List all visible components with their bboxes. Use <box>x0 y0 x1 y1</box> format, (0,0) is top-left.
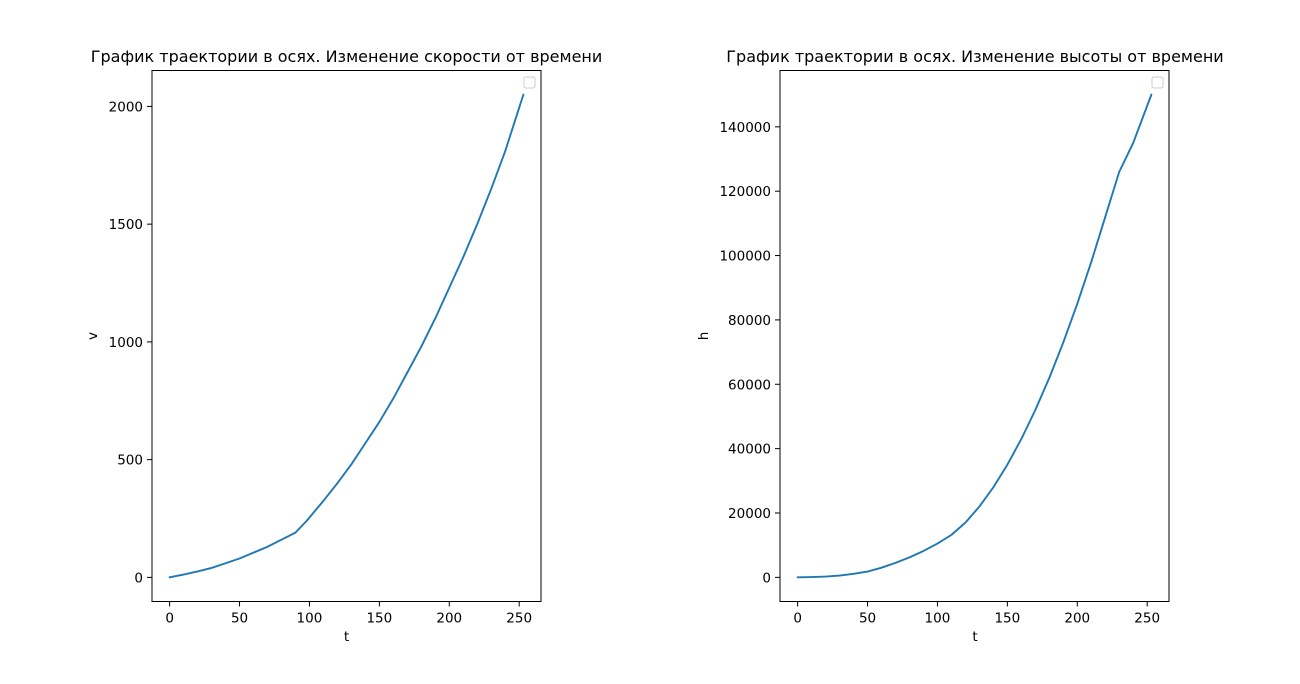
velocity-x-tick-label: 50 <box>231 611 248 627</box>
height-chart-title: График траектории в осях. Изменение высо… <box>726 47 1223 66</box>
velocity-y-tick-label: 1500 <box>109 217 143 233</box>
velocity-x-tick-label: 200 <box>436 611 462 627</box>
height-y-tick-label: 40000 <box>728 442 771 458</box>
height-x-tick-label: 150 <box>994 611 1020 627</box>
velocity-chart-title: График траектории в осях. Изменение скор… <box>91 47 603 66</box>
height-y-tick-label: 80000 <box>728 313 771 329</box>
velocity-ticks: 0 50 100 150 200 250 0 500 1000 1500 2000 <box>109 99 532 626</box>
height-x-tick-label: 50 <box>859 611 876 627</box>
velocity-y-tick-label: 0 <box>134 570 143 586</box>
velocity-x-tick-label: 250 <box>506 611 532 627</box>
height-y-axis-label: h <box>696 332 712 341</box>
height-x-tick-label: 100 <box>925 611 951 627</box>
velocity-chart: График траектории в осях. Изменение скор… <box>85 47 602 645</box>
height-x-tick-label: 250 <box>1134 611 1160 627</box>
velocity-x-tick-label: 0 <box>165 611 174 627</box>
height-chart: График траектории в осях. Изменение высо… <box>696 47 1224 645</box>
velocity-series-line <box>168 93 525 579</box>
height-axes-frame <box>779 70 1170 602</box>
height-y-tick-label: 140000 <box>719 120 771 136</box>
height-plot-area <box>796 93 1153 579</box>
velocity-y-tick-label: 2000 <box>109 99 143 115</box>
height-series-line <box>796 93 1153 579</box>
height-x-axis-label: t <box>972 629 977 645</box>
velocity-axes-frame <box>151 70 542 602</box>
velocity-y-tick-label: 500 <box>117 453 143 469</box>
height-y-tick-label: 0 <box>762 570 771 586</box>
velocity-plot-area <box>168 93 525 579</box>
height-y-tick-label: 60000 <box>728 377 771 393</box>
velocity-x-axis-label: t <box>344 629 349 645</box>
height-x-tick-label: 200 <box>1064 611 1090 627</box>
height-y-tick-label: 20000 <box>728 506 771 522</box>
height-y-tick-label: 100000 <box>719 249 771 265</box>
velocity-x-tick-label: 150 <box>366 611 392 627</box>
velocity-legend-box <box>523 76 536 89</box>
velocity-y-axis-label: v <box>85 332 101 340</box>
height-y-tick-label: 120000 <box>719 184 771 200</box>
velocity-y-tick-label: 1000 <box>109 335 143 351</box>
velocity-x-tick-label: 100 <box>297 611 323 627</box>
height-x-tick-label: 0 <box>793 611 802 627</box>
height-legend-box <box>1151 76 1164 89</box>
height-ticks: 0 50 100 150 200 250 0 20000 40000 60000 80000 1000… <box>719 120 1160 627</box>
